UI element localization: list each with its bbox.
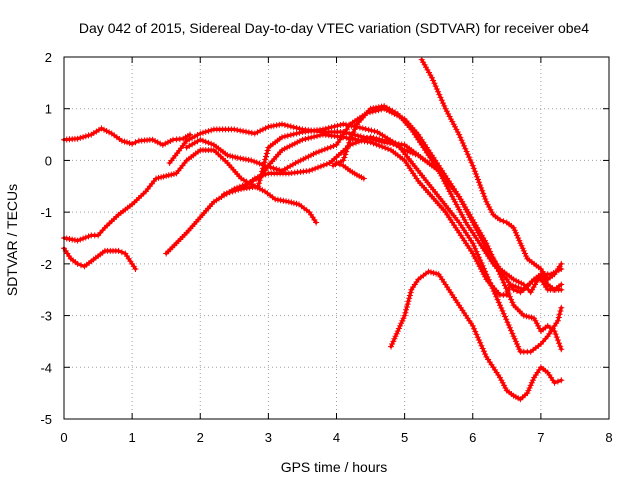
series-track-7 bbox=[221, 134, 565, 353]
series-markers bbox=[418, 56, 565, 283]
series-track-10 bbox=[330, 103, 565, 296]
series-track-3 bbox=[183, 105, 565, 296]
series-line bbox=[62, 246, 138, 271]
y-tick-label: -1 bbox=[40, 205, 52, 220]
y-tick-label: 0 bbox=[45, 153, 52, 168]
series-track-5 bbox=[61, 147, 320, 244]
grid bbox=[64, 57, 609, 419]
x-tick-label: 3 bbox=[265, 430, 272, 445]
series-track-4 bbox=[61, 245, 139, 272]
x-tick-label: 4 bbox=[333, 430, 340, 445]
x-tick-label: 8 bbox=[605, 430, 612, 445]
series-track-12 bbox=[388, 268, 565, 403]
x-tick-label: 1 bbox=[129, 430, 136, 445]
y-tick-label: -5 bbox=[40, 412, 52, 427]
y-tick-label: 1 bbox=[45, 102, 52, 117]
x-tick-label: 7 bbox=[537, 430, 544, 445]
series-markers bbox=[238, 121, 565, 355]
x-tick-label: 0 bbox=[60, 430, 67, 445]
series-markers bbox=[61, 125, 193, 148]
y-tick-label: -2 bbox=[40, 257, 52, 272]
series-markers bbox=[221, 134, 565, 353]
series-track-11 bbox=[418, 56, 565, 283]
y-tick-label: -4 bbox=[40, 360, 52, 375]
series-markers bbox=[330, 103, 565, 296]
series-track-1 bbox=[61, 125, 193, 148]
x-tick-label: 5 bbox=[401, 430, 408, 445]
data-series bbox=[61, 56, 565, 403]
series-markers bbox=[388, 268, 565, 403]
chart-title: Day 042 of 2015, Sidereal Day-to-day VTE… bbox=[79, 20, 589, 36]
y-axis-label: SDTVAR / TECUs bbox=[4, 184, 20, 296]
x-tick-label: 6 bbox=[469, 430, 476, 445]
y-tick-label: -3 bbox=[40, 309, 52, 324]
series-markers bbox=[61, 245, 139, 272]
x-axis-label: GPS time / hours bbox=[281, 459, 388, 475]
axis-ticks: 0 1 2 3 4 5 6 7 8 -5 -4 -3 -2 -1 0 1 2 bbox=[40, 50, 612, 445]
y-tick-label: 2 bbox=[45, 50, 52, 65]
series-line bbox=[331, 104, 563, 294]
series-track-8 bbox=[238, 121, 565, 355]
series-markers bbox=[183, 105, 565, 296]
x-tick-label: 2 bbox=[197, 430, 204, 445]
